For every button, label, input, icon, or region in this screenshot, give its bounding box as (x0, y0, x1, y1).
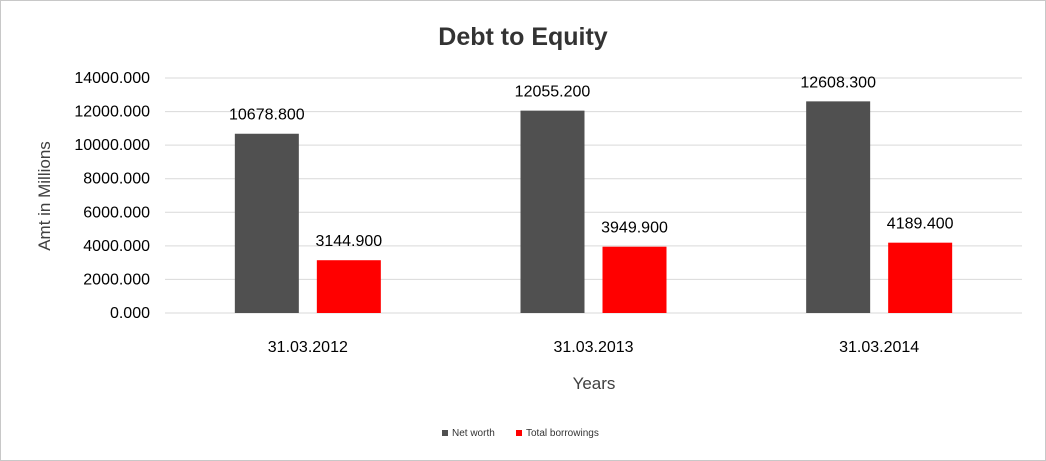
legend-label: Total borrowings (526, 428, 599, 439)
y-tick-label: 12000.000 (74, 104, 150, 121)
y-tick-label: 0.000 (110, 305, 150, 322)
y-axis-ticks: 0.000 2000.000 4000.000 6000.000 8000.000 100… (74, 70, 150, 322)
y-tick-label: 2000.000 (83, 271, 150, 288)
total-borrowings-bar (888, 242, 953, 313)
data-label: 12608.300 (800, 74, 876, 91)
data-label: 12055.200 (515, 84, 591, 101)
x-tick-label: 31.03.2014 (839, 339, 919, 356)
data-label: 3144.900 (315, 233, 382, 250)
net-worth-bar (234, 133, 299, 313)
gridlines (165, 77, 1022, 314)
net-worth-bar (806, 101, 871, 313)
data-label: 10678.800 (229, 107, 305, 124)
y-axis-label: Amt in Millions (35, 141, 54, 251)
y-tick-label: 14000.000 (74, 70, 150, 87)
legend-swatch (516, 430, 522, 436)
legend-label: Net worth (452, 428, 495, 439)
data-label: 4189.400 (887, 216, 954, 233)
total-borrowings-bar (602, 246, 667, 313)
legend: Net worth Total borrowings (442, 428, 599, 439)
total-borrowings-bar (316, 260, 381, 313)
x-axis-ticks: 31.03.2012 31.03.2013 31.03.2014 (268, 339, 920, 356)
y-tick-label: 4000.000 (83, 238, 150, 255)
y-tick-label: 8000.000 (83, 171, 150, 188)
bars (234, 101, 953, 313)
x-tick-label: 31.03.2012 (268, 339, 348, 356)
y-tick-label: 6000.000 (83, 204, 150, 221)
data-label: 3949.900 (601, 220, 668, 237)
legend-swatch (442, 430, 448, 436)
x-tick-label: 31.03.2013 (553, 339, 633, 356)
x-axis-label: Years (573, 374, 616, 393)
chart-title: Debt to Equity (438, 23, 608, 51)
y-tick-label: 10000.000 (74, 137, 150, 154)
data-labels: 10678.800 3144.900 12055.200 3949.900 12608.… (229, 74, 954, 250)
net-worth-bar (520, 110, 585, 313)
